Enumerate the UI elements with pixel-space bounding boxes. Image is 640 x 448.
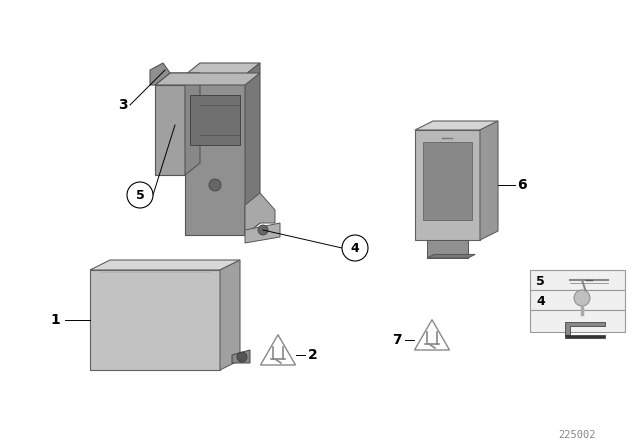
Polygon shape xyxy=(90,270,220,370)
Polygon shape xyxy=(565,322,605,335)
Text: 6: 6 xyxy=(517,178,527,192)
Polygon shape xyxy=(415,130,480,240)
Circle shape xyxy=(258,225,268,235)
Circle shape xyxy=(574,290,590,306)
Text: 2: 2 xyxy=(308,348,317,362)
Polygon shape xyxy=(155,73,260,85)
Polygon shape xyxy=(245,193,275,235)
Polygon shape xyxy=(190,95,240,145)
Text: 7: 7 xyxy=(392,333,402,347)
Polygon shape xyxy=(565,335,605,338)
Text: 1: 1 xyxy=(51,313,60,327)
Bar xyxy=(530,270,625,290)
Text: 5: 5 xyxy=(536,275,545,288)
Bar xyxy=(530,290,625,310)
Polygon shape xyxy=(220,260,240,370)
Circle shape xyxy=(342,235,368,261)
Polygon shape xyxy=(185,63,260,75)
Bar xyxy=(530,310,625,332)
Polygon shape xyxy=(245,223,280,243)
Polygon shape xyxy=(415,121,498,130)
Polygon shape xyxy=(245,63,260,235)
Circle shape xyxy=(127,182,153,208)
Text: 225002: 225002 xyxy=(558,430,596,440)
Polygon shape xyxy=(150,63,170,85)
Polygon shape xyxy=(427,240,468,258)
Polygon shape xyxy=(90,260,240,270)
Circle shape xyxy=(237,352,247,362)
Polygon shape xyxy=(423,142,472,220)
Polygon shape xyxy=(427,254,475,258)
Text: 4: 4 xyxy=(536,294,545,307)
Polygon shape xyxy=(185,73,200,175)
Polygon shape xyxy=(185,75,245,235)
Polygon shape xyxy=(155,73,200,85)
Circle shape xyxy=(209,179,221,191)
Polygon shape xyxy=(155,85,185,175)
Text: 3: 3 xyxy=(118,98,128,112)
Polygon shape xyxy=(480,121,498,240)
Text: 4: 4 xyxy=(351,241,360,254)
Polygon shape xyxy=(232,350,250,363)
Text: 5: 5 xyxy=(136,189,145,202)
